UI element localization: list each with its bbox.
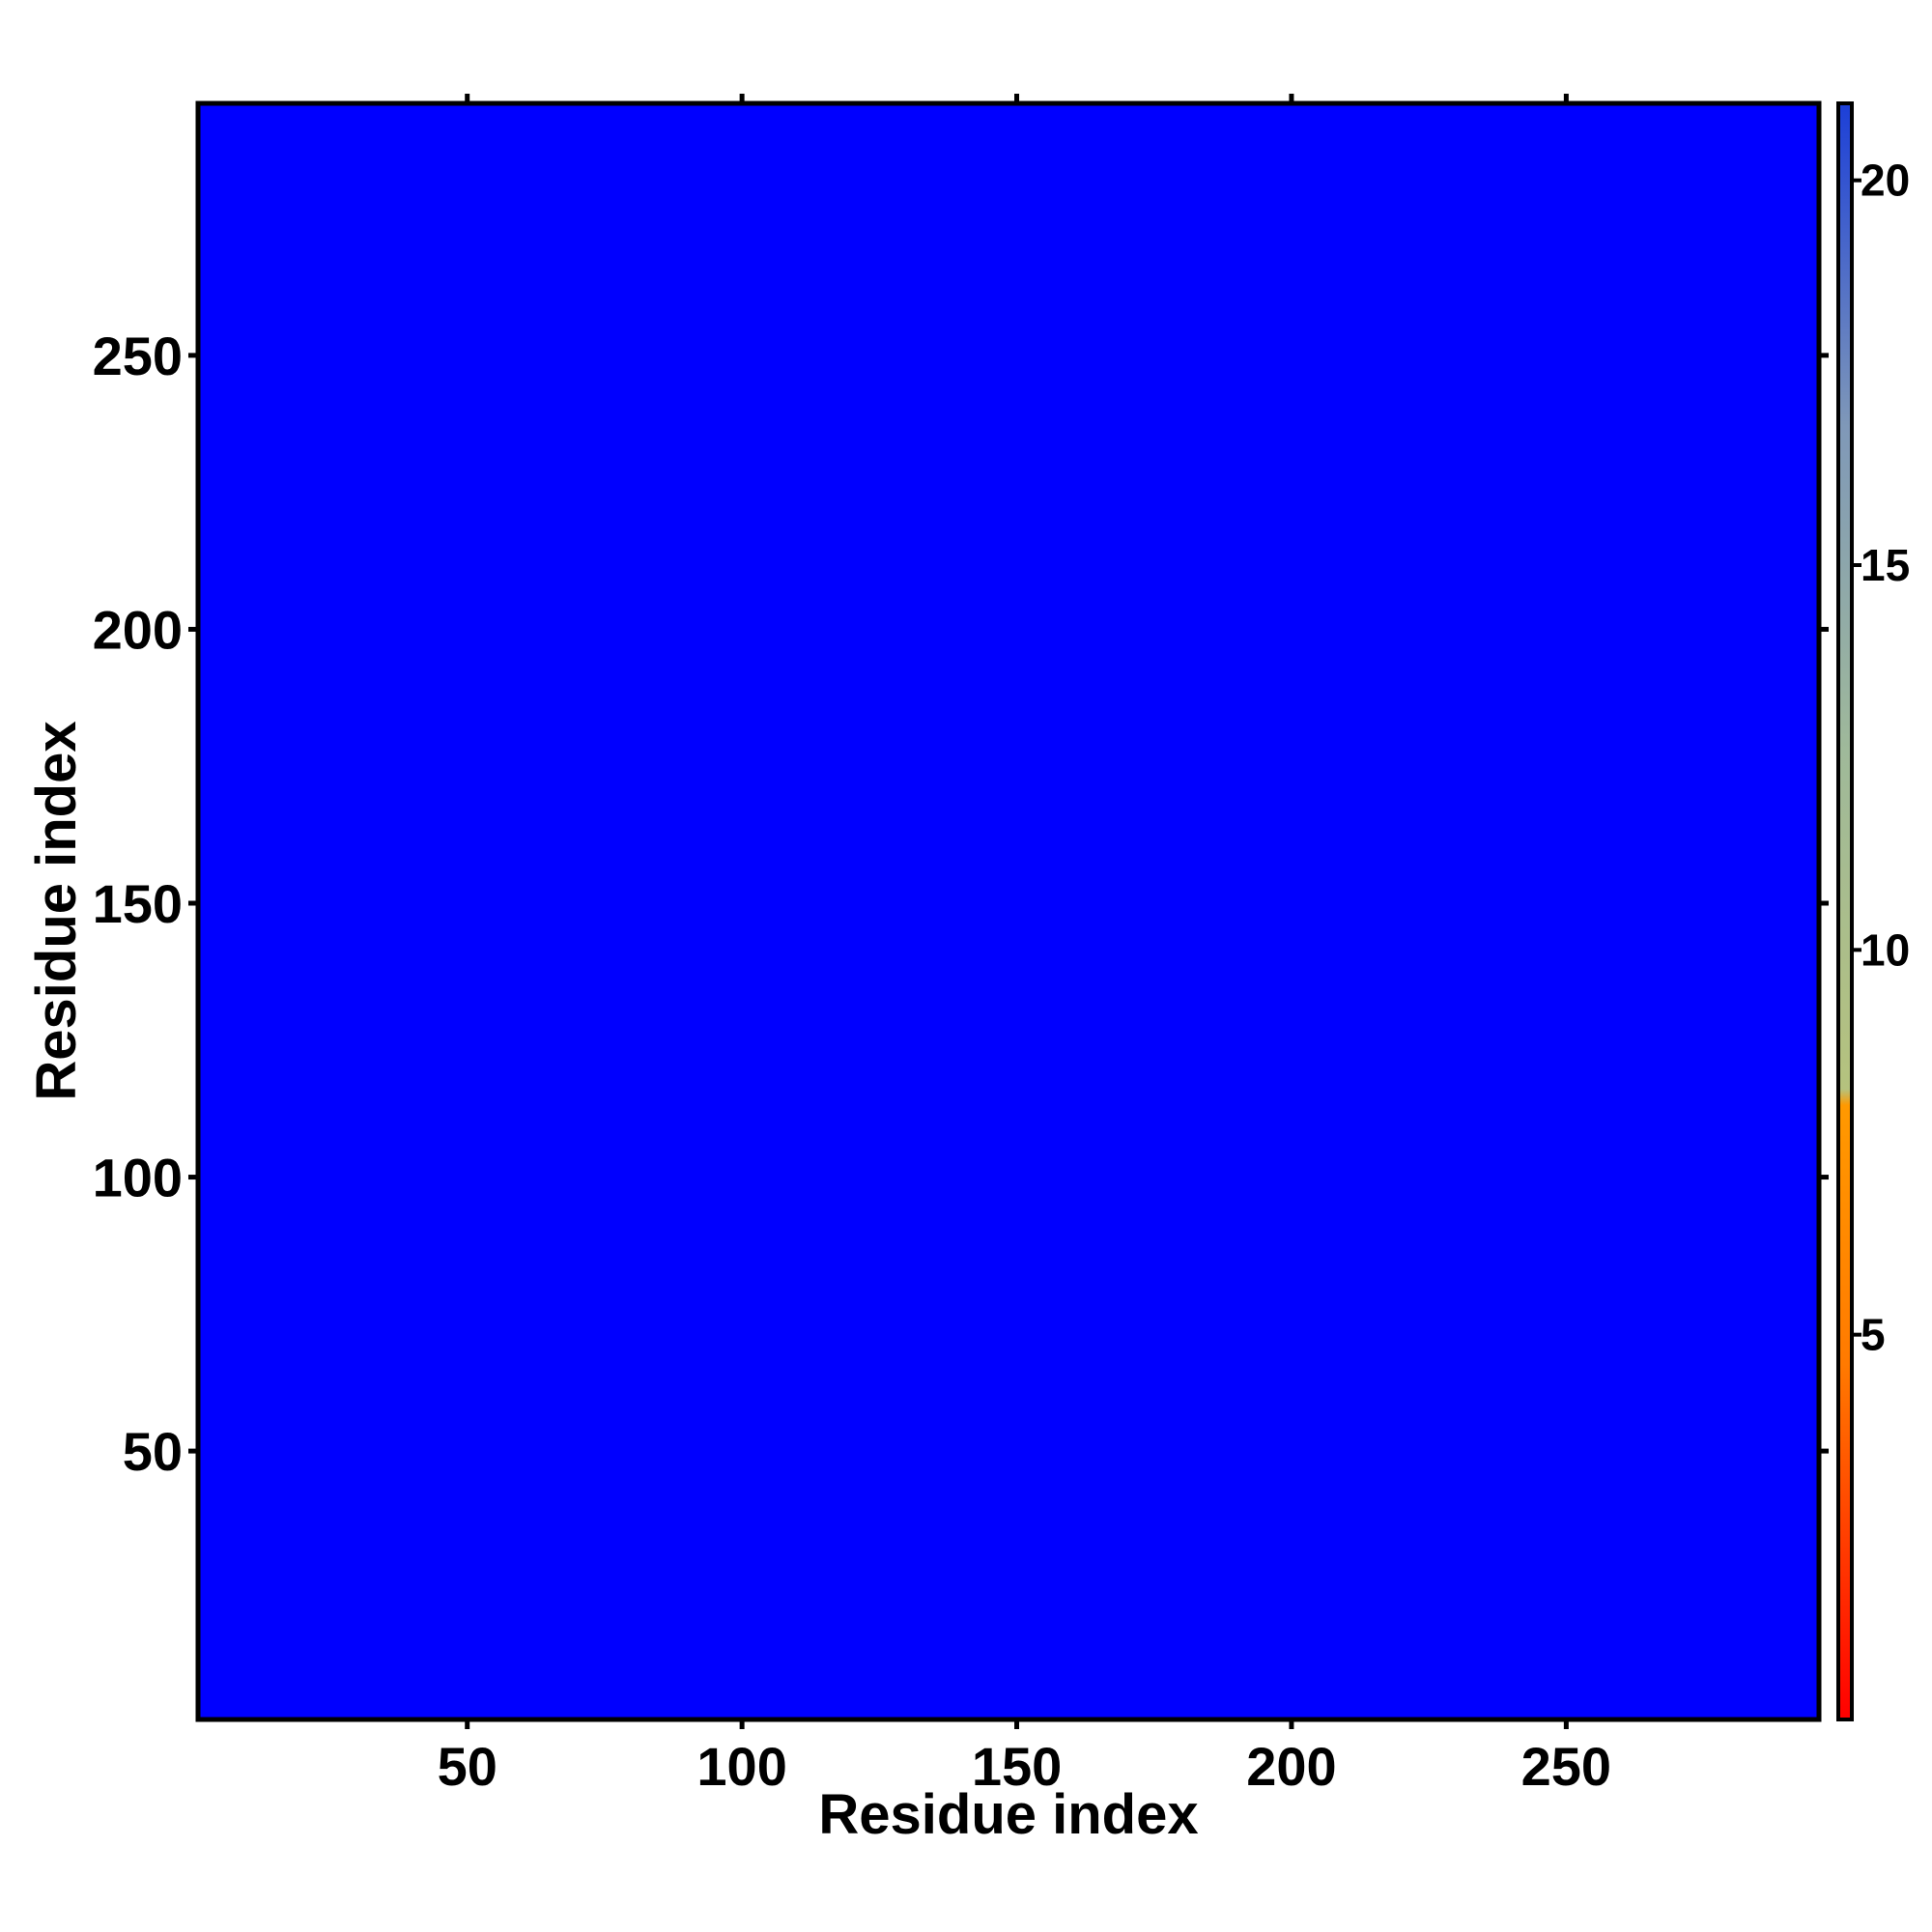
plot-background [198, 103, 1819, 1719]
